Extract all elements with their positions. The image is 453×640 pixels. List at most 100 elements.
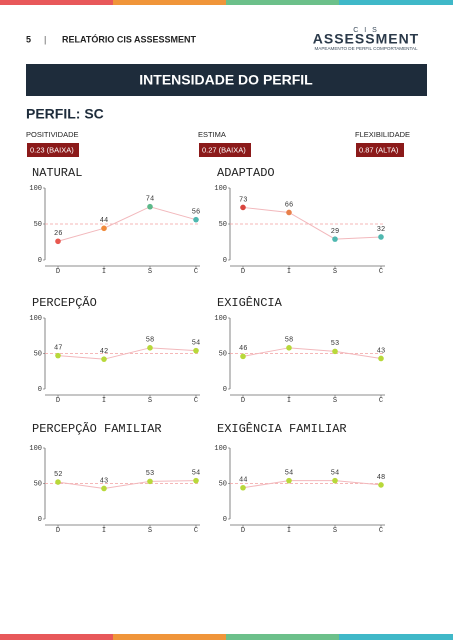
logo-sub: MAPEAMENTO DE PERFIL COMPORTAMENTAL	[314, 46, 418, 51]
value-label: 74	[146, 196, 154, 204]
indicator-box	[27, 143, 79, 157]
point	[193, 347, 199, 354]
line	[242, 206, 382, 240]
point	[332, 477, 338, 484]
value-label: 46	[239, 345, 247, 353]
point	[101, 225, 107, 232]
x-tick-label: I	[287, 397, 291, 405]
x-tick-label: S	[148, 268, 152, 276]
value-label: 43	[100, 477, 108, 485]
x-tick-label: I	[102, 397, 106, 405]
point	[286, 345, 292, 351]
value-label: 66	[285, 201, 293, 209]
x-tick-label: C	[194, 397, 198, 405]
value-label: 29	[331, 228, 339, 236]
top-bar	[226, 0, 339, 5]
y-tick-label: 50	[34, 350, 42, 358]
x-tick-label: D	[56, 397, 60, 405]
indicator-label: ESTIMA	[198, 130, 226, 139]
x-tick-label: S	[333, 527, 337, 535]
x-tick-label: I	[102, 268, 106, 276]
y-tick-label: 0	[223, 516, 227, 524]
value-label: 44	[239, 477, 247, 485]
y-tick-label: 50	[219, 221, 227, 229]
point	[55, 352, 61, 359]
bottom-bar	[339, 634, 453, 640]
point	[286, 209, 292, 216]
x-tick-label: S	[148, 397, 152, 405]
line	[242, 480, 382, 489]
page-number: 5	[26, 34, 31, 44]
value-label: 44	[100, 217, 108, 225]
top-bar	[339, 0, 453, 5]
point	[378, 482, 384, 488]
point	[378, 355, 384, 362]
y-tick-label: 100	[29, 315, 42, 323]
y-tick-label: 100	[29, 445, 42, 453]
chart-title: NATURAL	[32, 166, 82, 180]
point	[55, 238, 61, 245]
point	[147, 203, 153, 210]
bottom-bar	[113, 634, 226, 640]
indicator-value: 0.27 (BAIXA)	[202, 145, 246, 154]
line	[57, 347, 197, 360]
indicator-box	[199, 143, 251, 157]
x-tick-label: D	[241, 527, 245, 535]
point	[332, 236, 338, 242]
value-label: 54	[192, 340, 200, 348]
y-tick-label: 50	[219, 350, 227, 358]
point	[240, 204, 246, 211]
x-tick-label: I	[287, 268, 291, 276]
y-tick-label: 50	[219, 480, 227, 488]
point	[378, 234, 384, 240]
chart-title: EXIGÊNCIA	[217, 295, 283, 310]
chart-title: PERCEPÇÃO	[32, 295, 97, 310]
chart-title: EXIGÊNCIA FAMILIAR	[217, 421, 347, 436]
y-tick-label: 0	[223, 257, 227, 265]
point	[55, 479, 61, 485]
value-label: 53	[146, 470, 154, 478]
y-tick-label: 50	[34, 480, 42, 488]
line	[242, 347, 382, 359]
value-label: 73	[239, 196, 247, 204]
x-tick-label: C	[379, 397, 383, 405]
y-tick-label: 100	[214, 315, 227, 323]
x-tick-label: D	[241, 268, 245, 276]
indicator-value: 0.23 (BAIXA)	[30, 145, 74, 154]
value-label: 47	[54, 344, 62, 352]
value-label: 48	[377, 474, 385, 482]
x-tick-label: C	[379, 527, 383, 535]
y-tick-label: 0	[38, 516, 42, 524]
top-bar	[113, 0, 226, 5]
x-tick-label: I	[287, 527, 291, 535]
line	[57, 480, 197, 489]
indicator-label: POSITIVIDADE	[26, 130, 79, 139]
indicator-value: 0.87 (ALTA)	[359, 145, 399, 154]
x-tick-label: C	[194, 527, 198, 535]
value-label: 42	[100, 348, 108, 356]
value-label: 54	[192, 470, 200, 478]
y-tick-label: 0	[38, 257, 42, 265]
banner	[26, 64, 427, 96]
x-tick-label: D	[56, 268, 60, 276]
value-label: 56	[192, 209, 200, 217]
y-tick-label: 100	[214, 185, 227, 193]
x-tick-label: C	[379, 268, 383, 276]
value-label: 58	[285, 337, 293, 345]
header-title: RELATÓRIO CIS ASSESSMENT	[62, 33, 197, 44]
x-tick-label: S	[148, 527, 152, 535]
point	[286, 477, 292, 484]
y-tick-label: 100	[214, 445, 227, 453]
chart-title: PERCEPÇÃO FAMILIAR	[32, 421, 162, 436]
x-tick-label: I	[102, 527, 106, 535]
profile: PERFIL: SC	[26, 106, 104, 122]
logo-top: C I S	[353, 27, 379, 34]
logo-main: ASSESSMENT	[313, 31, 419, 47]
indicator-box	[356, 143, 404, 157]
point	[147, 478, 153, 485]
point	[101, 485, 107, 492]
y-tick-label: 100	[29, 185, 42, 193]
y-tick-label: 0	[38, 386, 42, 394]
